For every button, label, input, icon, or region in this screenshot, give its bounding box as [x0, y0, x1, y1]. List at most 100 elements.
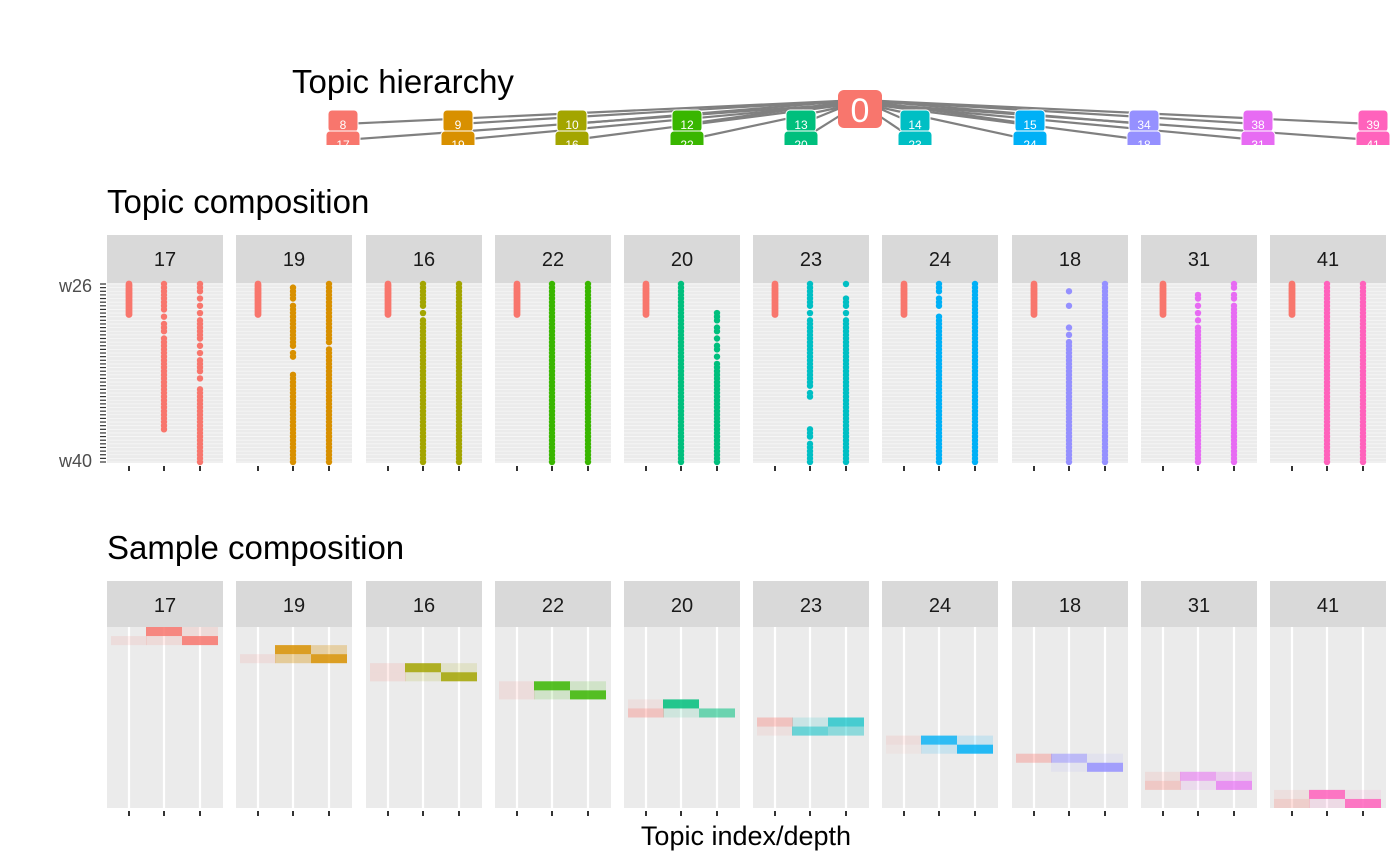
topic-point — [842, 280, 850, 288]
sample-cell — [1087, 762, 1123, 772]
topic-composition-panels: 17 19 16 22 20 23 24 18 31 41 — [107, 235, 1386, 471]
node-label: 13 — [794, 118, 808, 132]
topic-point — [384, 311, 392, 318]
topic-point — [1230, 284, 1238, 291]
topic-point — [196, 458, 204, 466]
sample-cell — [1087, 753, 1123, 763]
word-label-top: w26 — [58, 276, 92, 296]
facet-strip — [107, 581, 223, 629]
topic-point — [419, 309, 427, 317]
sample-cell — [1345, 789, 1381, 799]
topic-point — [971, 458, 979, 466]
topic-point — [160, 328, 168, 335]
sample-panel: 19 — [236, 581, 352, 816]
sample-cell — [921, 735, 957, 745]
node-label: 10 — [565, 118, 579, 132]
facet-strip — [624, 581, 740, 629]
sample-cell — [628, 708, 664, 718]
sample-panel: 17 — [107, 581, 223, 816]
topic-point — [713, 353, 721, 360]
facet-strip — [753, 235, 869, 283]
topic-point — [806, 309, 814, 317]
sample-cell — [441, 663, 477, 673]
sample-cell — [275, 645, 311, 655]
topic-panel: 24 — [882, 235, 998, 471]
sample-cell — [957, 735, 993, 745]
node-label: 9 — [455, 118, 462, 132]
hierarchy-node-top: 14 — [899, 109, 931, 133]
sample-cell — [1016, 753, 1052, 763]
sample-cell — [275, 654, 311, 664]
facet-label: 20 — [671, 595, 693, 617]
sample-cell — [699, 708, 735, 718]
facet-strip — [366, 581, 482, 629]
sample-cell — [1216, 780, 1252, 790]
sample-cell — [886, 735, 922, 745]
hierarchy-edge-bottom — [859, 101, 1031, 142]
sample-cell — [792, 726, 828, 736]
topic-point — [642, 311, 650, 318]
topic-point — [513, 311, 521, 318]
facet-strip — [1141, 235, 1257, 283]
topic-point — [289, 458, 297, 466]
topic-panel: 16 — [366, 235, 482, 471]
topic-point — [1159, 311, 1167, 318]
sample-panel: 18 — [1012, 581, 1128, 816]
topic-point — [713, 335, 721, 342]
hierarchy-edge-top — [571, 98, 861, 126]
sample-cell — [570, 681, 606, 691]
sample-cell — [886, 744, 922, 754]
topic-point — [196, 349, 204, 357]
sample-panel: 23 — [753, 581, 869, 816]
facet-label: 31 — [1188, 249, 1210, 271]
hierarchy-edge-top — [686, 98, 861, 126]
topic-point — [842, 302, 850, 309]
node-label: 15 — [1023, 118, 1037, 132]
sample-cell — [441, 672, 477, 682]
hierarchy-node-top: 39 — [1357, 109, 1389, 133]
node-label: 39 — [1366, 118, 1380, 132]
topic-point — [677, 458, 685, 466]
topic-panel: 18 — [1012, 235, 1128, 471]
facet-label: 18 — [1059, 249, 1081, 271]
facet-label: 16 — [413, 249, 435, 271]
facet-strip — [236, 235, 352, 283]
sample-cell — [405, 672, 441, 682]
sample-cell — [1274, 789, 1310, 799]
topic-point — [842, 309, 850, 317]
sample-cell — [1216, 771, 1252, 781]
topic-point — [713, 328, 721, 335]
sample-cell — [240, 654, 276, 664]
facet-label: 19 — [283, 249, 305, 271]
topic-point — [713, 458, 721, 466]
topic-point — [196, 335, 204, 342]
sample-cell — [957, 744, 993, 754]
facet-label: 31 — [1188, 595, 1210, 617]
sample-cell — [370, 663, 406, 673]
topic-point — [1194, 458, 1202, 466]
sample-cell — [534, 681, 570, 691]
topic-point — [842, 458, 850, 466]
sample-cell — [405, 663, 441, 673]
sample-cell — [534, 690, 570, 700]
hierarchy-edge-bottom — [859, 101, 1259, 142]
hierarchy-clip — [0, 145, 1400, 157]
word-axis-labels: w26 w40 — [58, 276, 106, 471]
sample-cell — [1180, 780, 1216, 790]
sample-cell — [146, 627, 182, 637]
topic-point — [806, 393, 814, 400]
hierarchy-edge-top — [342, 98, 861, 126]
facet-label: 22 — [542, 249, 564, 271]
topic-point — [419, 458, 427, 466]
sample-cell — [628, 699, 664, 709]
topic-point — [1230, 295, 1238, 302]
topic-panel: 17 — [107, 235, 223, 471]
node-label: 8 — [340, 118, 347, 132]
facet-label: 41 — [1317, 595, 1339, 617]
topic-point — [1065, 458, 1073, 466]
hierarchy-edge-bottom — [859, 101, 1374, 142]
topic-point — [1323, 458, 1331, 466]
topic-point — [254, 311, 262, 318]
facet-strip — [624, 235, 740, 283]
hierarchy-node-top: 38 — [1242, 109, 1274, 133]
